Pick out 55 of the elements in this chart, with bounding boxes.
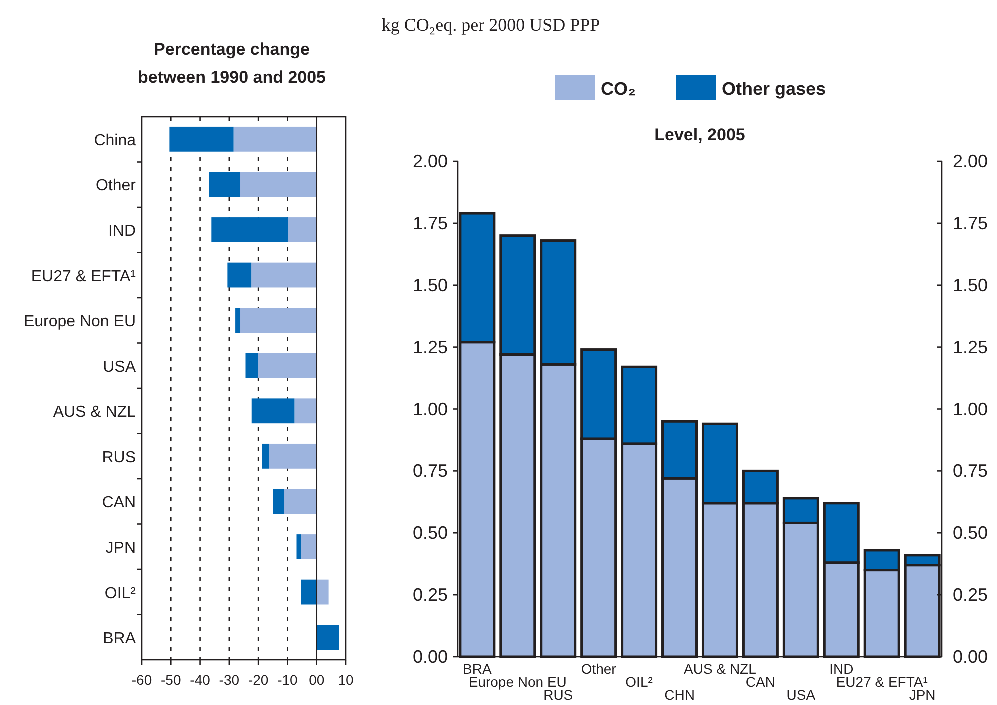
y-tick-label: USA — [103, 358, 136, 376]
y2-tick-label: 1.75 — [953, 213, 988, 234]
y-tick-label: AUS & NZL — [53, 404, 136, 422]
x-tick-label: 00 — [309, 672, 325, 688]
x-tick-label: JPN — [909, 687, 936, 703]
x-tick-label: Europe Non EU — [468, 674, 567, 690]
y-tick-label: 1.25 — [412, 337, 448, 358]
x-tick-label: -20 — [248, 672, 269, 688]
y-tick-label: 0.50 — [412, 523, 448, 544]
y-tick-label: 1.50 — [412, 275, 448, 296]
y2-tick-label: 0.25 — [953, 585, 988, 606]
y-tick-label: EU27 & EFTA¹ — [31, 268, 136, 286]
x-tick-label: RUS — [544, 687, 574, 703]
y-tick-label: 0.00 — [412, 647, 448, 667]
chart-subtitle: kg CO₂eq. per 2000 USD PPP — [382, 15, 600, 35]
x-tick-label: -60 — [132, 672, 152, 688]
y-tick-label: Other — [96, 178, 137, 195]
y-tick-label: OIL² — [104, 585, 137, 602]
x-tick-label: CAN — [746, 674, 776, 690]
y2-tick-label: 0.00 — [953, 647, 988, 667]
x-tick-label: -40 — [190, 672, 211, 688]
y2-tick-label: 1.50 — [953, 275, 988, 296]
y2-tick-label: 2.00 — [953, 152, 988, 172]
y-tick-label: 2.00 — [412, 152, 448, 172]
x-tick-label: AUS & NZL — [684, 661, 757, 677]
y2-tick-label: 1.00 — [953, 399, 988, 420]
x-tick-label: CHN — [664, 687, 695, 703]
y-tick-label: IND — [108, 222, 136, 240]
chart-title: Level, 2005 — [654, 126, 746, 144]
legend-label: CO₂ — [601, 79, 636, 99]
y2-tick-label: 0.75 — [953, 461, 988, 482]
x-tick-label: USA — [786, 687, 816, 703]
x-tick-label: IND — [830, 661, 854, 677]
chart-title: Percentage change between 1990 and 2005 — [138, 40, 326, 87]
y-tick-label: 0.25 — [412, 585, 448, 606]
x-tick-label: -50 — [161, 672, 182, 688]
x-tick-label: 10 — [338, 672, 354, 688]
legend-label: Other gases — [722, 79, 826, 99]
x-tick-label: -30 — [219, 672, 240, 688]
y-tick-label: 1.00 — [412, 399, 448, 420]
y-tick-label: 1.75 — [412, 213, 448, 234]
y-tick-label: CAN — [102, 494, 136, 512]
x-tick-label: Other — [581, 661, 617, 677]
x-tick-label: EU27 & EFTA¹ — [836, 674, 928, 690]
y-tick-label: China — [94, 132, 136, 150]
x-tick-label: BRA — [463, 661, 492, 677]
y-tick-label: Europe Non EU — [24, 314, 136, 331]
y-tick-label: 0.75 — [412, 461, 448, 482]
y2-tick-label: 1.25 — [953, 337, 988, 358]
x-tick-label: OIL² — [626, 674, 654, 690]
y-tick-label: RUS — [102, 449, 136, 466]
y-tick-label: JPN — [106, 540, 136, 558]
y2-tick-label: 0.50 — [953, 523, 988, 544]
y-tick-label: BRA — [103, 630, 136, 648]
x-tick-label: -10 — [278, 672, 298, 688]
